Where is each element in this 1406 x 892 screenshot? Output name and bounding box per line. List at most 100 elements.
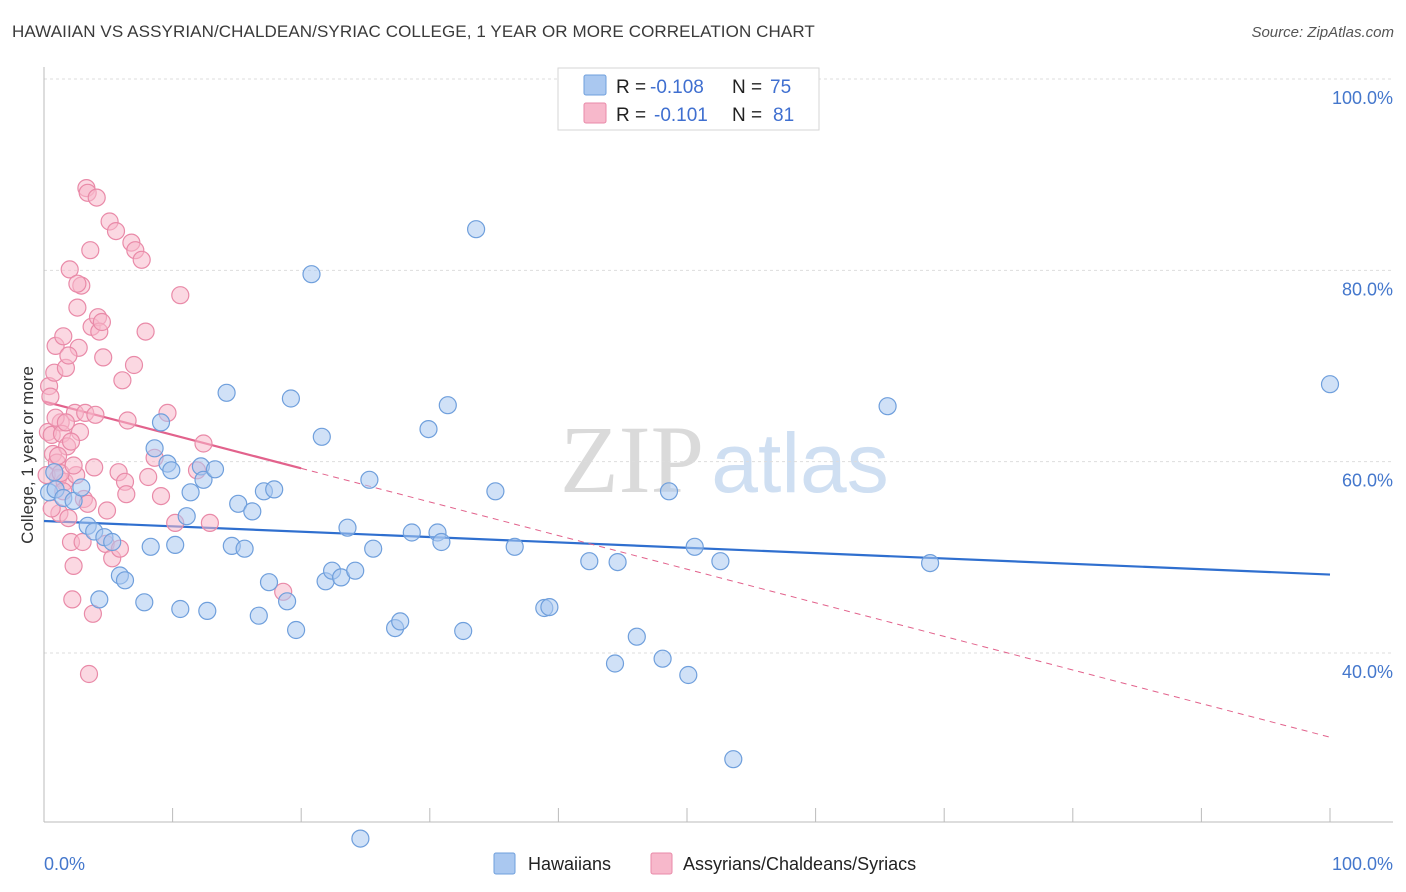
hawaiian-point: [151, 413, 171, 432]
legend-n-label: N =: [732, 105, 762, 126]
assyrian-point: [73, 532, 92, 552]
assyrian-point: [79, 664, 99, 684]
assyrian-point: [194, 434, 213, 453]
legend-n-value: 75: [770, 77, 791, 98]
legend-label-assyrians: Assyrians/Chaldeans/Syriacs: [683, 854, 916, 874]
hawaiian-point: [432, 532, 451, 552]
assyrian-point: [200, 513, 219, 533]
hawaiian-point: [608, 552, 627, 572]
assyrian-point: [92, 312, 112, 332]
grid-lines: [44, 78, 1393, 654]
assyrian-point: [56, 413, 76, 432]
watermark-zip: ZIP: [560, 406, 704, 513]
assyrian-point: [151, 487, 171, 506]
legend-swatch-hawaiians: [583, 74, 607, 96]
hawaiian-point: [145, 439, 164, 458]
legend-swatch-assyrians: [583, 102, 607, 124]
assyrian-point: [54, 327, 73, 346]
chart-title: HAWAIIAN VS ASSYRIAN/CHALDEAN/SYRIAC COL…: [12, 22, 815, 41]
hawaiian-point: [72, 478, 91, 497]
assyrian-point: [106, 222, 126, 241]
hawaiian-point: [505, 537, 524, 556]
hawaiian-point: [171, 599, 190, 619]
assyrian-point: [64, 556, 83, 576]
y-axis-label: College, 1 year or more: [18, 366, 37, 544]
hawaiian-point: [181, 483, 200, 502]
hawaiian-point: [259, 573, 279, 592]
assyrian-point: [85, 458, 104, 477]
assyrian-point: [117, 485, 136, 504]
assyrian-point: [41, 387, 60, 406]
y-tick-label: 100.0%: [1332, 88, 1393, 108]
legend-r-value: -0.101: [654, 105, 708, 126]
data-points: [37, 179, 1340, 848]
hawaiian-point: [265, 480, 284, 499]
watermark-atlas: atlas: [711, 416, 888, 510]
assyrian-point: [63, 590, 82, 609]
hawaiian-point: [287, 620, 306, 640]
assyrian-point: [68, 274, 87, 293]
hawaiian-point: [346, 561, 365, 580]
assyrian-point: [124, 355, 144, 375]
hawaiian-point: [724, 750, 743, 769]
hawaiian-point: [679, 665, 698, 685]
hawaiian-point: [1320, 375, 1340, 394]
hawaiian-point: [580, 552, 599, 571]
assyrian-point: [171, 286, 190, 305]
assyrian-point: [60, 260, 79, 279]
hawaiian-point: [486, 482, 505, 501]
hawaiian-point: [115, 571, 135, 590]
hawaiian-point: [391, 612, 410, 631]
hawaiian-point: [467, 220, 486, 239]
assyrian-trend-extension: [301, 467, 1331, 738]
legend-swatch-hawaiians: [493, 852, 516, 875]
hawaiian-point: [627, 627, 646, 646]
assyrian-point: [48, 446, 68, 465]
series-legend: Hawaiians Assyrians/Chaldeans/Syriacs: [493, 852, 916, 875]
assyrian-point: [132, 250, 151, 269]
hawaiian-point: [198, 601, 217, 621]
hawaiian-point: [249, 606, 268, 625]
assyrian-point: [136, 322, 155, 341]
assyrian-point: [139, 467, 158, 487]
legend-n-value: 81: [773, 105, 794, 126]
hawaiian-point: [364, 539, 383, 558]
assyrian-point: [97, 501, 117, 520]
hawaiian-point: [229, 494, 248, 513]
assyrian-point: [81, 241, 100, 260]
hawaiian-point: [243, 502, 262, 521]
y-tick-label: 60.0%: [1342, 471, 1393, 491]
hawaiian-point: [235, 539, 254, 558]
hawaiian-point: [64, 491, 83, 510]
legend-n-label: N =: [732, 77, 762, 98]
hawaiian-point: [45, 463, 64, 482]
hawaiian-point: [217, 383, 236, 402]
y-tick-label: 80.0%: [1342, 279, 1393, 299]
assyrian-point: [87, 188, 106, 207]
x-tick-labels: 0.0% 100.0%: [44, 854, 1393, 874]
assyrian-point: [61, 432, 81, 451]
y-tick-label: 40.0%: [1342, 662, 1393, 682]
hawaiian-point: [920, 553, 940, 573]
hawaiian-point: [281, 389, 300, 408]
assyrian-point: [118, 411, 137, 430]
hawaiian-point: [177, 507, 196, 526]
hawaiian-point: [438, 396, 457, 415]
assyrian-point: [59, 346, 78, 365]
hawaiian-point: [302, 265, 321, 284]
assyrian-point: [59, 508, 78, 528]
hawaiian-point: [659, 482, 679, 501]
legend-label-hawaiians: Hawaiians: [528, 854, 611, 874]
hawaiian-point: [360, 470, 379, 489]
hawaiian-point: [90, 590, 109, 609]
hawaiian-point: [685, 537, 704, 556]
assyrian-point: [68, 298, 87, 317]
hawaiian-point: [205, 460, 225, 479]
legend-swatch-assyrians: [650, 852, 673, 875]
hawaiian-point: [103, 532, 122, 552]
legend-r-label: R =: [616, 105, 646, 126]
hawaiian-point: [540, 597, 559, 617]
hawaiian-point: [338, 518, 357, 537]
assyrian-point: [64, 456, 83, 475]
stats-legend: R = -0.108 N = 75 R = -0.101 N = 81: [557, 67, 820, 131]
